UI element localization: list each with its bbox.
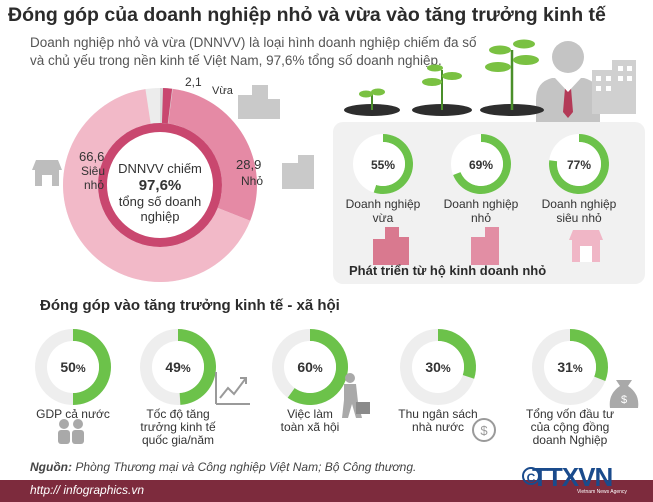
dnnvv-share-chart: [32, 85, 314, 282]
contribution-ring-hole: [544, 341, 596, 393]
contribution-label-line: của cộng đồng: [530, 420, 610, 434]
coin-icon: $: [472, 418, 496, 442]
buildings-icon: [238, 85, 280, 119]
contribution-label-line: doanh Nghiệp: [532, 433, 608, 447]
businessman-icon: [536, 41, 600, 122]
contribution-ring-unit: %: [573, 363, 583, 375]
center-value-number: 97,6: [138, 177, 168, 194]
contribution-ring-num: 31: [557, 359, 573, 375]
contribution-ring-num: 60: [297, 359, 313, 375]
contribution-ring-arc: [570, 329, 608, 381]
sieunho-name-1: Siêu: [81, 164, 106, 178]
panel-ring-arc: [373, 134, 413, 194]
buildings-icon: [373, 227, 409, 265]
contribution-label-line: Việc làm: [287, 407, 333, 421]
header-illustration: [344, 39, 636, 122]
contribution-label-line: quốc gia/năm: [141, 433, 215, 447]
source-note: Nguồn: Phòng Thương mại và Công nghiệp V…: [30, 460, 416, 474]
svg-text:$: $: [621, 394, 627, 406]
buildings-icon: [471, 227, 499, 265]
donut-slice-0: [62, 89, 251, 282]
contribution-label-line: GDP cả nước: [36, 407, 110, 421]
money-bag-icon: $: [609, 380, 639, 408]
contribution-ring-hole: [47, 341, 99, 393]
sieunho-value: 66,6: [79, 149, 105, 164]
donut-slice-1: [168, 88, 257, 221]
page-title: Đóng góp của doanh nghiệp nhỏ và vừa vào…: [8, 4, 606, 26]
center-value-unit: %: [167, 177, 182, 194]
nho-name: Nhỏ: [241, 174, 264, 188]
panel-ring-label-2: siêu nhỏ: [556, 211, 602, 225]
contribution-label-line: toàn xã hội: [280, 420, 340, 434]
contribution-ring-arc: [438, 329, 476, 379]
panel-ring-hole: [459, 142, 503, 186]
ttxvn-logo-sub: Vietnam News Agency: [577, 489, 627, 495]
contribution-ring-unit: %: [181, 363, 191, 375]
panel-ring-hole: [557, 142, 601, 186]
people-money-icon: [58, 419, 84, 444]
center-value: 97,6%: [110, 177, 210, 194]
contribution-ring-pct: 31%: [557, 359, 583, 375]
panel-ring-label-1: Doanh nghiệp: [541, 197, 617, 211]
source-text: Phòng Thương mại và Công nghiệp Việt Nam…: [71, 460, 417, 474]
contribution-label-line: Thu ngân sách: [398, 407, 478, 421]
panel-ring-label-2: nhỏ: [470, 211, 492, 225]
contribution-ring-unit: %: [441, 363, 451, 375]
contribution-ring-pct: 49%: [165, 359, 191, 375]
seedling-icon: [344, 39, 544, 116]
center-line-3: nghiệp: [140, 209, 180, 224]
intro-line-2: và chủ yếu trong nền kinh tế Việt Nam, 9…: [30, 53, 442, 68]
footer-url[interactable]: http:// infographics.vn: [30, 483, 145, 497]
contribution-ring-hole: [152, 341, 204, 393]
copyright-icon: C: [522, 467, 540, 485]
panel-ring-pct: 69%: [469, 158, 493, 172]
growth-chart-icon: [215, 372, 250, 405]
panel-ring-pct: 55%: [371, 158, 395, 172]
panel-ring-hole: [361, 142, 405, 186]
contribution-rings: 50% 49% 60% 30% 31% $ $: [35, 329, 639, 444]
vua-value: 2,1: [185, 75, 202, 89]
store-icon: [569, 230, 603, 262]
contribution-ring-unit: %: [76, 363, 86, 375]
contribution-ring-arc: [287, 329, 349, 405]
panel-ring-label-1: Doanh nghiệp: [443, 197, 519, 211]
contribution-label-line: trưởng kinh tế: [140, 420, 216, 434]
contribution-label-line: nhà nước: [412, 420, 464, 434]
contribution-label-line: Tổng vốn đầu tư: [525, 407, 615, 421]
sieunho-name-2: nhỏ: [84, 178, 105, 192]
ttxvn-logo: TTXVN: [532, 462, 613, 492]
vua-name: Vừa: [212, 85, 233, 97]
contribution-label-line: Tốc độ tăng: [146, 407, 210, 421]
section-title: Đóng góp vào tăng trưởng kinh tế - xã hộ…: [40, 297, 340, 314]
intro-line-1: Doanh nghiệp nhỏ và vừa (DNNVV) là loại …: [30, 35, 477, 50]
contribution-ring-num: 30: [425, 359, 441, 375]
center-line-2: tổng số doanh: [118, 194, 202, 209]
contribution-ring-pct: 60%: [297, 359, 323, 375]
worker-icon: [342, 373, 370, 418]
panel-ring-label-2: vừa: [372, 211, 394, 225]
source-label: Nguồn:: [30, 460, 72, 474]
panel-ring-label-1: Doanh nghiệp: [345, 197, 421, 211]
contribution-ring-arc: [178, 329, 217, 405]
panel-ring-pct: 77%: [567, 158, 591, 172]
donut-center: [107, 132, 213, 238]
footer-bar: [0, 480, 653, 502]
panel-graphics: 55% 69% 77%: [353, 134, 609, 265]
nho-value: 28,9: [236, 157, 262, 172]
svg-text:$: $: [480, 423, 488, 438]
contribution-ring-hole: [412, 341, 464, 393]
contribution-ring-num: 49: [165, 359, 181, 375]
buildings-icon: [592, 60, 636, 114]
contribution-ring-arc: [73, 329, 111, 405]
panel-caption: Phát triển từ hộ kinh doanh nhỏ: [349, 263, 547, 278]
contribution-ring-hole: [284, 341, 336, 393]
contribution-ring-pct: 50%: [60, 359, 86, 375]
contribution-ring-num: 50: [60, 359, 76, 375]
store-icon: [32, 160, 62, 186]
contribution-ring-unit: %: [313, 363, 323, 375]
buildings-icon: [282, 155, 314, 189]
donut-slice-vua-mark: [161, 88, 173, 124]
contribution-ring-pct: 30%: [425, 359, 451, 375]
center-line-1: DNNVV chiếm: [118, 161, 202, 176]
